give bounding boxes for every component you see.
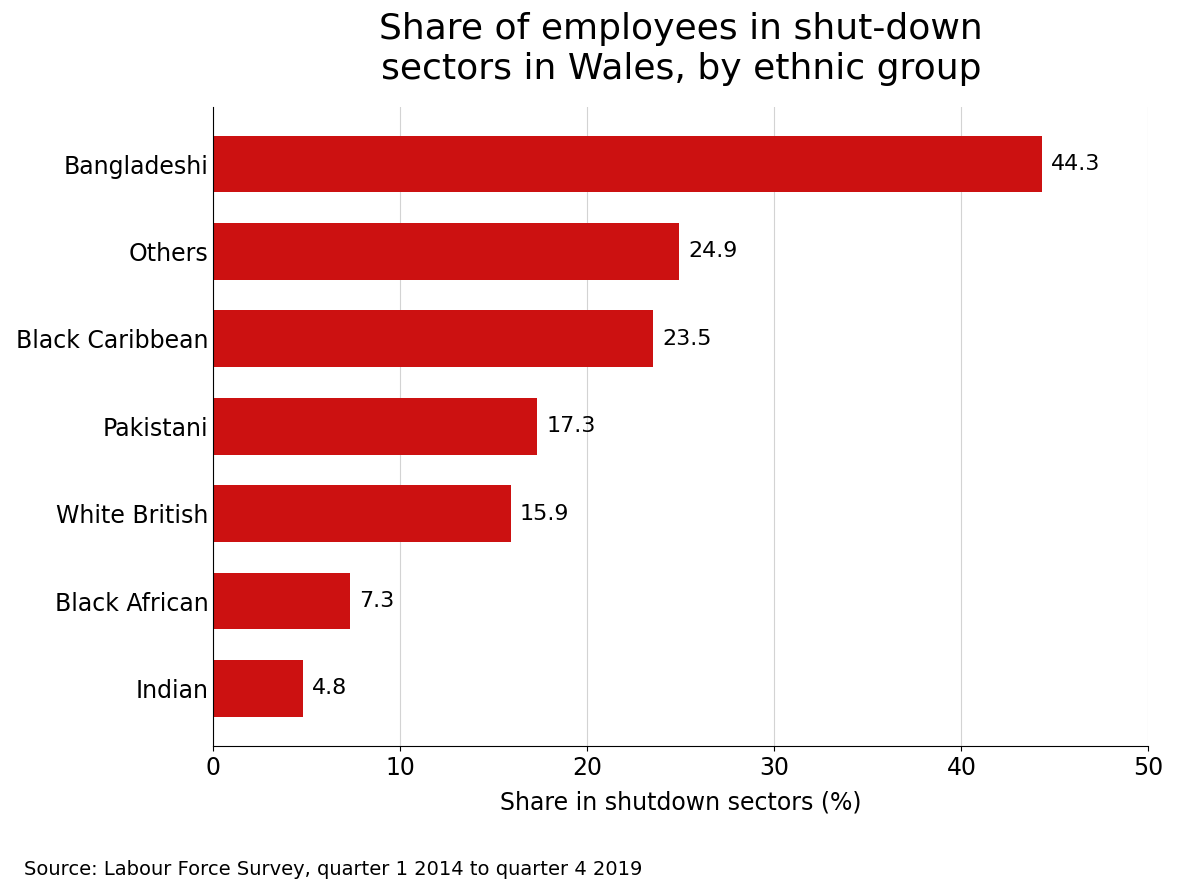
Bar <box>213 660 303 717</box>
Text: 15.9: 15.9 <box>520 503 570 524</box>
X-axis label: Share in shutdown sectors (%): Share in shutdown sectors (%) <box>500 790 862 815</box>
Text: 7.3: 7.3 <box>359 591 394 611</box>
Title: Share of employees in shut-down
sectors in Wales, by ethnic group: Share of employees in shut-down sectors … <box>379 12 983 86</box>
Bar <box>213 223 678 280</box>
Text: 23.5: 23.5 <box>662 329 712 349</box>
Text: 24.9: 24.9 <box>688 242 738 261</box>
Bar <box>213 398 536 455</box>
Bar <box>213 485 510 542</box>
Bar <box>213 573 349 630</box>
Text: 44.3: 44.3 <box>1051 154 1101 174</box>
Bar <box>213 136 1042 193</box>
Bar <box>213 311 652 368</box>
Text: 4.8: 4.8 <box>313 678 348 699</box>
Text: 17.3: 17.3 <box>546 416 596 436</box>
Text: Source: Labour Force Survey, quarter 1 2014 to quarter 4 2019: Source: Labour Force Survey, quarter 1 2… <box>24 860 642 879</box>
